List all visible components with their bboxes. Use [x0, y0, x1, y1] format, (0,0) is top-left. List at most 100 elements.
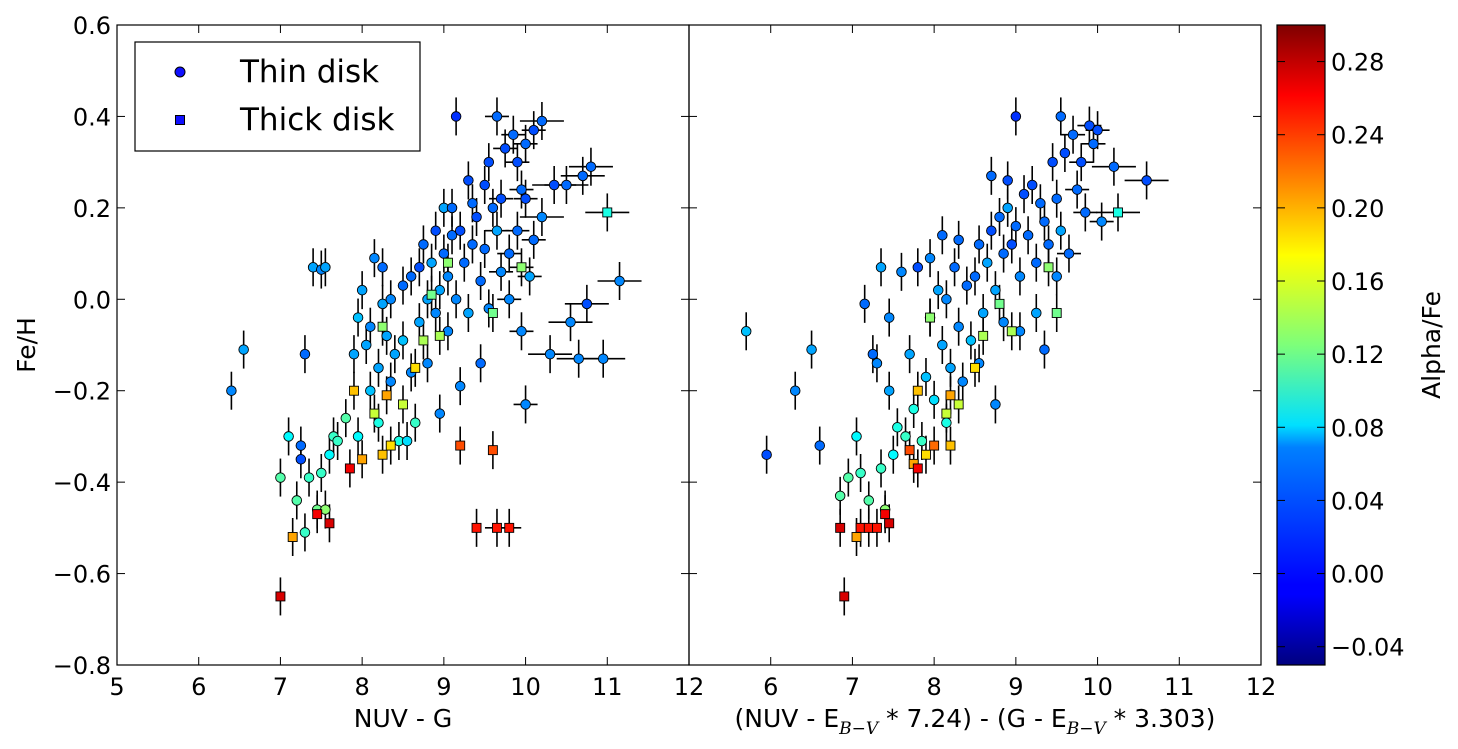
thin-disk-point	[851, 431, 862, 442]
legend: Thin disk Thick disk	[134, 41, 421, 152]
legend-box	[134, 41, 421, 152]
thin-disk-point	[479, 179, 490, 191]
thin-disk-point	[789, 385, 801, 396]
thick-disk-point	[855, 522, 866, 533]
thin-disk-point	[495, 266, 507, 278]
right-panel-frame	[688, 24, 1262, 666]
thin-disk-point	[430, 307, 441, 319]
thin-disk-point	[316, 467, 327, 479]
thin-disk-point	[1002, 175, 1013, 186]
thin-disk-point	[1035, 198, 1046, 209]
thin-disk-point	[1014, 271, 1026, 282]
x-tick-label: 10	[510, 673, 541, 701]
thin-disk-point	[401, 435, 413, 447]
thin-disk-point	[961, 280, 973, 291]
thin-disk-point	[369, 252, 380, 264]
y-tick-label: 0.4	[73, 103, 111, 131]
thin-disk-point	[442, 271, 454, 282]
thick-disk-point	[434, 330, 445, 341]
thin-disk-point	[524, 271, 535, 282]
thin-disk-point	[397, 335, 409, 346]
thin-disk-point	[814, 440, 825, 451]
thin-disk-point	[377, 298, 388, 310]
thick-disk-point	[492, 522, 502, 533]
thin-disk-point	[536, 211, 548, 223]
thin-disk-point	[520, 399, 531, 410]
x-tick-label: 12	[1246, 673, 1277, 701]
thick-disk-point	[953, 399, 964, 410]
thin-disk-point	[1002, 202, 1013, 214]
thin-disk-point	[1084, 120, 1095, 131]
thin-disk-point	[1108, 161, 1120, 172]
x-tick-label: 6	[763, 673, 778, 701]
thin-disk-point	[977, 307, 989, 319]
thin-disk-point	[1010, 220, 1022, 232]
colorbar-ticks: −0.04 0.00 0.04 0.08 0.12 0.16 0.20 0.24 0.28	[1277, 49, 1405, 662]
thin-disk-point	[422, 358, 433, 369]
thin-disk-point	[941, 417, 952, 428]
thin-disk-point	[937, 230, 948, 241]
thin-disk-point	[1051, 271, 1062, 282]
x-tick-label: 11	[592, 673, 623, 701]
thin-disk-point	[806, 344, 817, 355]
right-x-axis-title: (NUV - EB−V * 7.24) - (G - EB−V * 3.303)	[735, 704, 1216, 739]
thick-disk-point	[851, 532, 862, 542]
thick-disk-point	[929, 440, 940, 451]
left-panel: 5 6 7 8 9 10 11 12−0.8−0.6−0.4−0.20.00.20.40.6 …	[12, 12, 704, 733]
x-tick-label: 8	[927, 673, 942, 701]
thick-disk-point	[978, 330, 989, 341]
thin-disk-point	[299, 348, 311, 360]
right-panel-error-bars	[745, 97, 1169, 616]
thick-disk-point	[410, 362, 421, 373]
x-tick-label: 12	[674, 673, 705, 701]
thin-disk-point	[597, 353, 609, 364]
thick-disk-point	[471, 522, 482, 533]
thin-disk-point	[965, 335, 977, 346]
thick-disk-point	[925, 312, 936, 323]
thin-disk-point	[1051, 193, 1062, 204]
colorbar-tick-label: 0.16	[1331, 268, 1384, 296]
thin-disk-point	[1022, 230, 1034, 241]
y-axis-title: Fe/H	[12, 317, 41, 373]
thin-disk-point	[1059, 147, 1071, 159]
left-panel-ticks: 5 6 7 8 9 10 11 12 −0.8 −0.6 −0.4 −0.2 0.0 0.2 0.4 0.6	[53, 12, 705, 701]
thin-disk-point	[1055, 225, 1067, 236]
thin-disk-point	[957, 376, 968, 387]
thin-disk-point	[1096, 216, 1107, 227]
thin-disk-point	[332, 435, 343, 447]
thin-disk-point	[324, 449, 335, 460]
thin-disk-point	[998, 316, 1009, 328]
thick-disk-point	[912, 463, 923, 474]
thick-disk-point	[1043, 262, 1054, 273]
x-tick-label: 7	[845, 673, 860, 701]
thin-disk-point	[467, 198, 478, 209]
thin-disk-point	[454, 225, 466, 236]
thin-disk-point	[900, 431, 911, 442]
thin-disk-point	[843, 472, 854, 483]
thick-disk-point	[381, 390, 392, 401]
thick-disk-point	[863, 522, 874, 533]
thin-disk-point	[883, 312, 895, 323]
thin-disk-point	[479, 243, 490, 255]
thin-disk-point	[573, 353, 584, 364]
thin-disk-point	[1088, 138, 1099, 150]
thin-disk-point	[1043, 239, 1054, 250]
legend-thin-disk-marker	[174, 66, 186, 78]
thin-disk-point	[528, 124, 539, 136]
thin-disk-point	[883, 385, 895, 396]
thin-disk-point	[949, 262, 960, 273]
thin-disk-point	[888, 449, 899, 460]
thin-disk-point	[503, 248, 515, 259]
thin-disk-point	[491, 225, 503, 236]
thick-disk-point	[945, 440, 956, 451]
colorbar-tick-label: −0.04	[1331, 634, 1405, 662]
thin-disk-point	[508, 129, 519, 140]
thick-disk-point	[884, 518, 895, 529]
thin-disk-point	[924, 252, 936, 264]
thin-disk-point	[863, 495, 875, 506]
thin-disk-point	[871, 358, 883, 369]
thin-disk-point	[581, 298, 593, 310]
thin-disk-point	[389, 348, 401, 360]
thin-disk-point	[381, 330, 392, 342]
thick-disk-point	[871, 522, 882, 533]
